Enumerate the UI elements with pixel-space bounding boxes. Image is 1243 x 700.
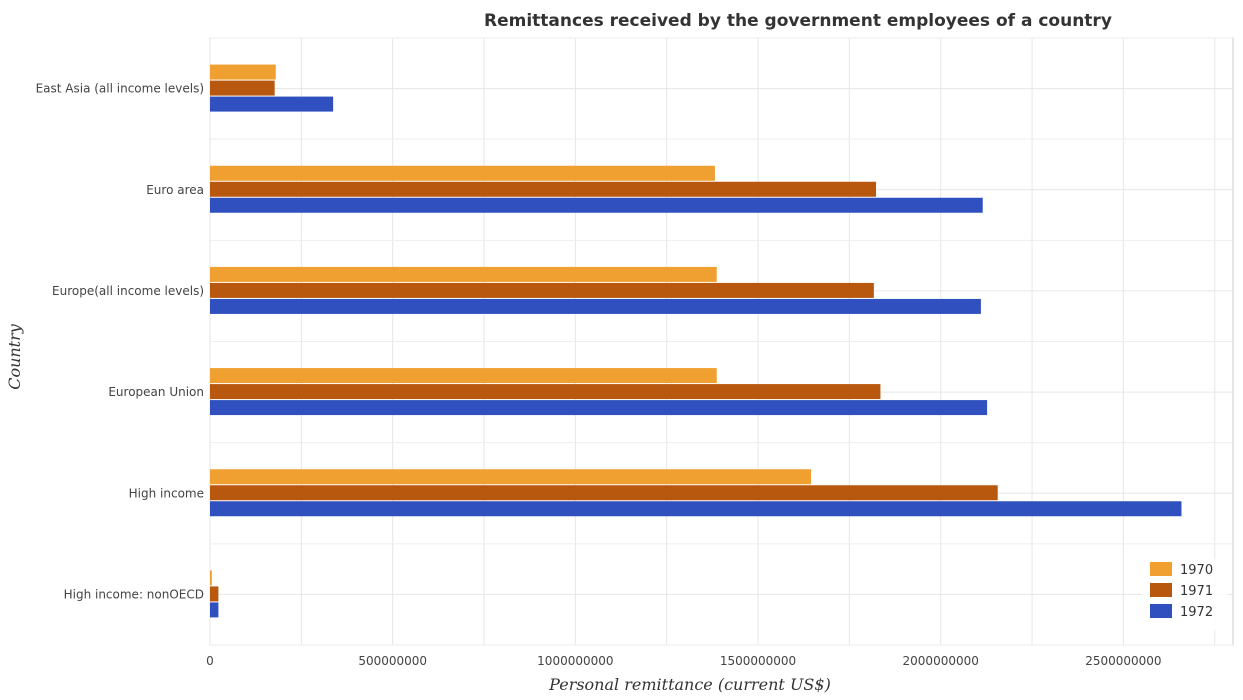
legend-swatch-1970 [1150,562,1172,576]
chart-title: Remittances received by the government e… [484,11,1112,31]
legend-swatch-1971 [1150,583,1172,597]
bars-layer [210,64,1182,618]
x-tick-labels: 0 500000000 1000000000 1500000000 2000000000… [206,654,1161,668]
legend-swatch-1972 [1150,604,1172,618]
legend-label-1972: 1972 [1180,605,1213,620]
bar-euro-area-1970 [210,165,715,181]
bar-east-asia-all-income-levels-1971 [210,80,275,96]
x-tick-label: 2000000000 [903,654,979,668]
bar-east-asia-all-income-levels-1970 [210,64,276,80]
bar-east-asia-all-income-levels-1972 [210,96,334,112]
bar-high-income-nonoecd-1970 [210,570,212,586]
x-axis-label: Personal remittance (current US$) [548,675,831,694]
y-tick-label: East Asia (all income levels) [36,82,204,96]
y-axis-label: Country [5,323,24,390]
y-tick-label: European Union [108,385,204,399]
legend-label-1971: 1971 [1180,584,1213,599]
bar-euro-area-1972 [210,197,983,213]
y-tick-label: Europe(all income levels) [52,284,204,298]
bar-high-income-1970 [210,469,812,485]
x-tick-label: 0 [206,654,214,668]
bar-europe-all-income-levels-1971 [210,282,874,298]
x-tick-label: 500000000 [358,654,427,668]
bar-europe-all-income-levels-1970 [210,266,717,282]
bar-high-income-1972 [210,501,1182,517]
bar-high-income-1971 [210,485,998,501]
legend: 1970 1971 1972 [1142,559,1228,630]
bar-high-income-nonoecd-1972 [210,602,219,618]
bar-european-union-1972 [210,400,988,416]
y-tick-label: Euro area [146,183,204,197]
grid-layer [209,37,1234,646]
bar-european-union-1971 [210,384,881,400]
bar-european-union-1970 [210,368,717,384]
bar-europe-all-income-levels-1972 [210,298,981,314]
y-tick-labels: East Asia (all income levels) Euro area Eu… [36,82,204,602]
legend-label-1970: 1970 [1180,563,1213,578]
x-tick-label: 2500000000 [1085,654,1161,668]
x-tick-label: 1500000000 [720,654,796,668]
bar-euro-area-1971 [210,181,877,197]
y-tick-label: High income: nonOECD [64,587,204,601]
bar-high-income-nonoecd-1971 [210,586,219,602]
y-tick-label: High income [129,486,204,500]
x-tick-label: 1000000000 [537,654,613,668]
